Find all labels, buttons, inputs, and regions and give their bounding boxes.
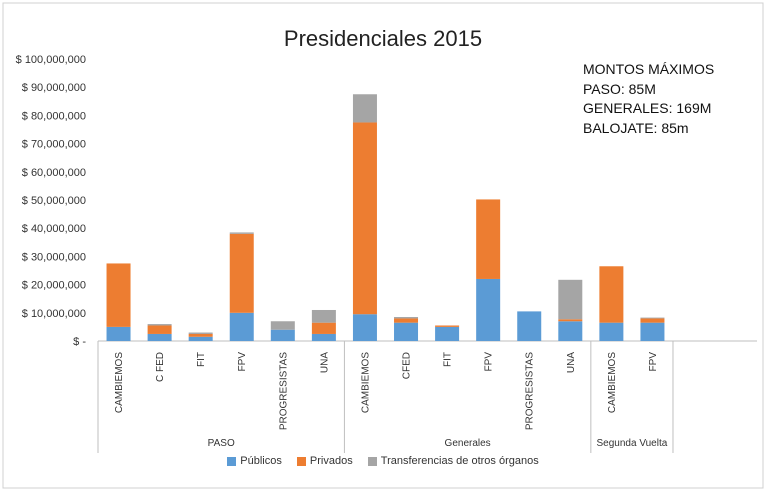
y-tick-label: $ 30,000,000 — [22, 251, 86, 263]
y-tick-label: $ - — [73, 336, 86, 348]
bar-segment-privados — [352, 122, 377, 315]
legend-label-privados: Privados — [309, 455, 353, 467]
x-group-label: Segunda Vuelta — [597, 438, 668, 449]
bar-segment-privados — [640, 318, 665, 323]
x-category-label: UNA — [319, 352, 330, 373]
legend-item-transferencias: Transferencias de otros órganos — [367, 455, 539, 467]
x-category-label: FPV — [484, 352, 495, 372]
bar-segment-transferencias — [270, 321, 295, 330]
bar-segment-privados — [311, 322, 336, 334]
y-tick-label: $ 10,000,000 — [22, 308, 86, 320]
max-amounts-annotation: MONTOS MÁXIMOS PASO: 85M GENERALES: 169M… — [583, 60, 714, 138]
bar-segment-privados — [147, 325, 172, 334]
x-category-label: C FED — [155, 352, 166, 382]
x-category-label: FPV — [648, 352, 659, 372]
bar-segment-transferencias — [147, 324, 172, 326]
x-category-label: FIT — [196, 352, 207, 367]
bar-segment-publicos — [147, 333, 172, 341]
bar-segment-privados — [229, 233, 254, 313]
x-category-label: PROGRESISTAS — [525, 352, 536, 430]
chart-title: Presidenciales 2015 — [283, 26, 483, 51]
bar-segment-publicos — [188, 336, 213, 341]
legend-item-publicos: Públicos — [227, 455, 282, 467]
x-category-label: CAMBIEMOS — [360, 352, 371, 413]
bar-segment-transferencias — [640, 317, 665, 319]
legend: Públicos Privados Transferencias de otro… — [0, 455, 766, 469]
x-category-label: FIT — [443, 352, 454, 367]
x-category-label: UNA — [566, 352, 577, 373]
bar-segment-transferencias — [229, 232, 254, 234]
bar-segment-transferencias — [311, 309, 336, 323]
annotation-line: MONTOS MÁXIMOS — [583, 61, 715, 77]
bar-segment-publicos — [640, 322, 665, 341]
bar-segment-publicos — [558, 321, 583, 341]
bar-segment-publicos — [435, 326, 460, 341]
bar-segment-privados — [476, 199, 501, 279]
x-category-label: PROGRESISTAS — [278, 352, 289, 430]
x-category-label: CAMBIEMOS — [114, 352, 125, 413]
bar-segment-publicos — [599, 322, 624, 341]
y-tick-label: $ 70,000,000 — [22, 139, 86, 151]
bar-segment-transferencias — [394, 317, 419, 319]
bar-segment-publicos — [270, 329, 295, 341]
y-tick-label: $ 40,000,000 — [22, 223, 86, 235]
annotation-line: GENERALES: 169M — [583, 100, 712, 116]
y-tick-label: $ 90,000,000 — [22, 82, 86, 94]
y-tick-label: $ 100,000,000 — [16, 54, 86, 66]
x-category-label: CAMBIEMOS — [607, 352, 618, 413]
legend-label-publicos: Públicos — [240, 455, 282, 467]
y-tick-label: $ 80,000,000 — [22, 110, 86, 122]
bar-segment-publicos — [394, 322, 419, 341]
y-tick-label: $ 20,000,000 — [22, 280, 86, 292]
bar-segment-publicos — [476, 278, 501, 341]
x-category-label: CFED — [402, 352, 413, 379]
bar-segment-transferencias — [352, 94, 377, 123]
bar-segment-privados — [188, 333, 213, 337]
bar-segment-publicos — [311, 333, 336, 341]
annotation-line: PASO: 85M — [583, 80, 656, 97]
legend-swatch-transferencias — [367, 456, 377, 466]
legend-item-privados: Privados — [296, 455, 353, 467]
x-group-label: PASO — [208, 438, 235, 449]
legend-swatch-privados — [296, 456, 306, 466]
bar-segment-publicos — [517, 311, 542, 341]
x-group-label: Generales — [445, 438, 491, 449]
bar-segment-publicos — [106, 326, 131, 341]
y-tick-label: $ 60,000,000 — [22, 167, 86, 179]
legend-swatch-publicos — [227, 456, 237, 466]
annotation-line: BALOJATE: 85m — [583, 119, 689, 136]
bar-segment-transferencias — [558, 279, 583, 320]
x-category-label: FPV — [237, 352, 248, 372]
bar-segment-transferencias — [188, 332, 213, 334]
bar-segment-publicos — [229, 312, 254, 341]
bar-segment-privados — [435, 325, 460, 327]
legend-label-transferencias: Transferencias de otros órganos — [380, 455, 539, 467]
bar-segment-privados — [599, 266, 624, 323]
bar-segment-publicos — [352, 314, 377, 341]
bar-segment-privados — [394, 318, 419, 323]
y-tick-label: $ 50,000,000 — [22, 195, 86, 207]
bar-segment-privados — [106, 263, 131, 327]
bar-segment-privados — [558, 319, 583, 322]
